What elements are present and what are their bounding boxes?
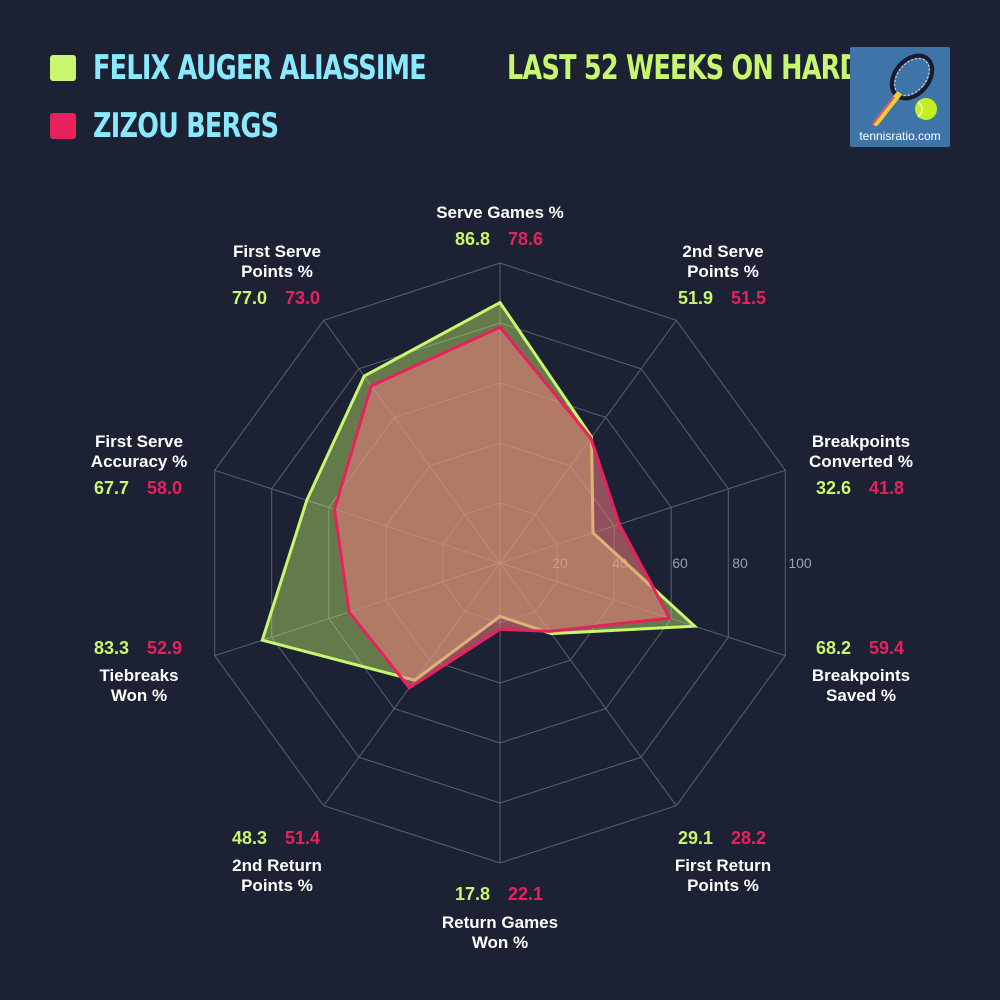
axis-label: Breakpoints Saved %	[812, 666, 910, 705]
value-label-player1: 67.7	[94, 478, 129, 498]
value-label-player2: 41.8	[869, 478, 904, 498]
value-label-player1: 51.9	[678, 288, 713, 308]
legend-swatch-player2	[50, 113, 76, 139]
value-label-player1: 48.3	[232, 828, 267, 848]
series-polygon-2	[332, 325, 672, 690]
legend-item-player1: FELIX AUGER ALIASSIME	[50, 46, 537, 90]
axis-label: Return Games Won %	[442, 913, 558, 952]
value-label-player2: 51.4	[285, 828, 320, 848]
value-label-player1: 83.3	[94, 638, 129, 658]
axis-label: Tiebreaks Won %	[99, 666, 178, 705]
value-label-player2: 58.0	[147, 478, 182, 498]
axis-label: First Serve Points %	[233, 242, 321, 281]
axis-label: Breakpoints Converted %	[809, 432, 913, 471]
tick-label: 80	[732, 555, 748, 571]
legend-item-player2: ZIZOU BERGS	[50, 104, 537, 148]
value-label-player1: 29.1	[678, 828, 713, 848]
page-title: LAST 52 WEEKS ON HARD	[507, 48, 861, 88]
tennisratio-logo: tennisratio.com	[850, 47, 950, 147]
value-label-player1: 86.8	[455, 229, 490, 249]
axis-label: 2nd Return Points %	[232, 856, 322, 895]
legend-label-player2: ZIZOU BERGS	[93, 106, 279, 146]
logo-text: tennisratio.com	[859, 129, 941, 143]
legend-label-player1: FELIX AUGER ALIASSIME	[93, 48, 427, 88]
axis-label: Serve Games %	[436, 203, 564, 222]
value-label-player1: 32.6	[816, 478, 851, 498]
value-label-player1: 68.2	[816, 638, 851, 658]
radar-series	[260, 300, 699, 690]
tick-label: 60	[672, 555, 688, 571]
legend-swatch-player1	[50, 55, 76, 81]
axis-label: First Serve Accuracy %	[91, 432, 187, 471]
value-label-player1: 77.0	[232, 288, 267, 308]
radar-labels: Serve Games % 86.8 78.6 2nd Serve Points % 51…	[91, 203, 913, 952]
value-label-player2: 78.6	[508, 229, 543, 249]
value-label-player2: 28.2	[731, 828, 766, 848]
tick-label: 100	[788, 555, 812, 571]
value-label-player2: 22.1	[508, 884, 543, 904]
value-label-player2: 51.5	[731, 288, 766, 308]
legend: FELIX AUGER ALIASSIME ZIZOU BERGS	[50, 46, 537, 162]
value-label-player2: 52.9	[147, 638, 182, 658]
axis-label: 2nd Serve Points %	[682, 242, 763, 281]
value-label-player1: 17.8	[455, 884, 490, 904]
value-label-player2: 59.4	[869, 638, 904, 658]
value-label-player2: 73.0	[285, 288, 320, 308]
tennis-racket-icon	[871, 53, 937, 126]
axis-label: First Return Points %	[675, 856, 771, 895]
